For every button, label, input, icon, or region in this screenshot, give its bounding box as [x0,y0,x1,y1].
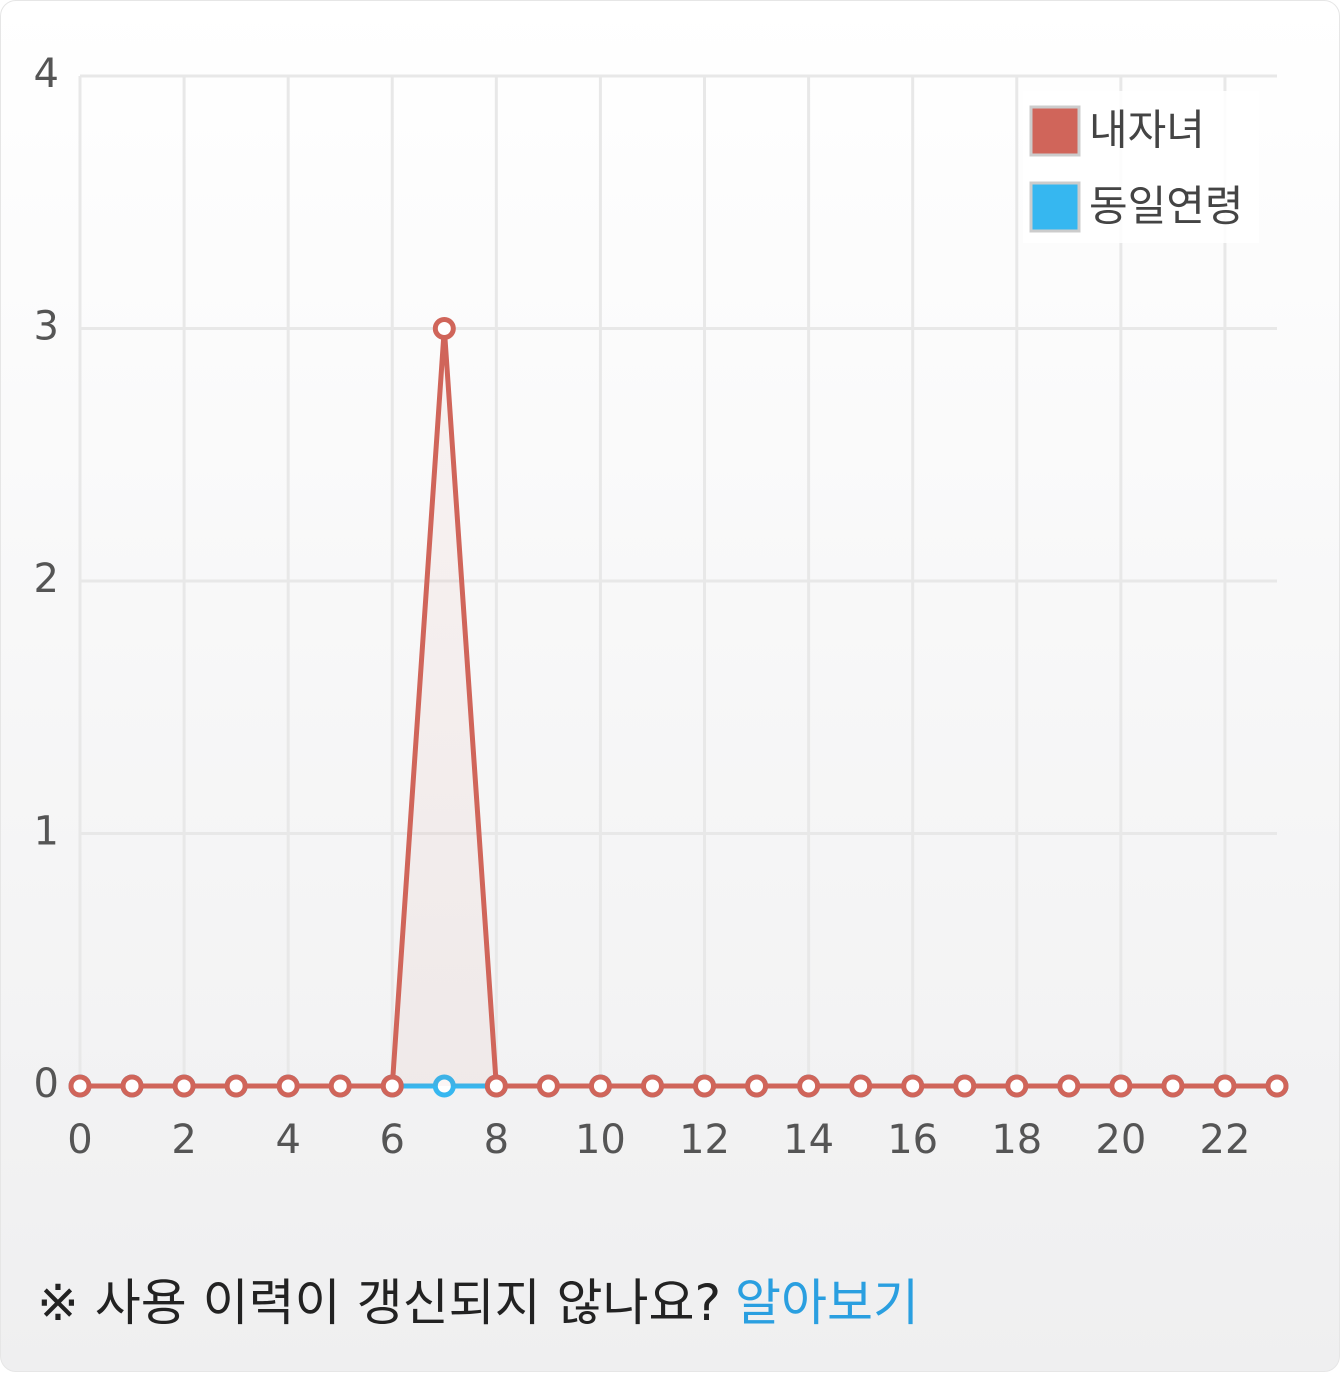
point [380,1074,404,1098]
point [1109,1074,1133,1098]
y-tick-label: 2 [34,556,59,602]
legend-label: 동일연령 [1089,182,1244,231]
x-tick-label: 18 [991,1117,1042,1163]
point [1057,1074,1081,1098]
x-tick-label: 8 [484,1117,509,1163]
point [588,1074,612,1098]
point [1161,1074,1185,1098]
x-tick-label: 0 [67,1117,92,1163]
point [1213,1074,1237,1098]
point [432,1074,456,1098]
point [120,1074,144,1098]
point [68,1074,92,1098]
point [484,1074,508,1098]
point [276,1074,300,1098]
footer: ※ 사용 이력이 갱신되지 않나요? 알아보기 [37,1263,919,1335]
x-tick-label: 14 [783,1117,834,1163]
x-tick-label: 20 [1095,1117,1146,1163]
point [328,1074,352,1098]
y-tick-label: 3 [34,304,59,350]
point [745,1074,769,1098]
point [172,1074,196,1098]
x-tick-label: 12 [679,1117,730,1163]
y-tick-label: 0 [34,1061,59,1107]
point [797,1074,821,1098]
point [1005,1074,1029,1098]
point [901,1074,925,1098]
legend-label: 내자녀 [1089,106,1205,155]
series-area [80,328,1277,1086]
learn-more-link[interactable]: 알아보기 [735,1274,920,1332]
series-line [80,326,1277,1089]
point [224,1074,248,1098]
note: ※ 사용 이력이 갱신되지 않나요? [37,1274,722,1332]
point [693,1074,717,1098]
x-tick-label: 2 [171,1117,196,1163]
point [849,1074,873,1098]
x-tick-label: 16 [887,1117,938,1163]
x-tick-label: 10 [575,1117,626,1163]
legend-swatch [1029,105,1081,157]
y-tick-label: 1 [34,809,59,855]
legend-swatch [1029,181,1081,233]
x-tick-label: 4 [275,1117,300,1163]
x-tick-label: 22 [1200,1117,1251,1163]
point [432,317,456,340]
x-tick-label: 6 [380,1117,405,1163]
y-tick-label: 4 [34,51,59,97]
point [536,1074,560,1098]
point [640,1074,664,1098]
point [1265,1074,1289,1098]
point [953,1074,977,1098]
